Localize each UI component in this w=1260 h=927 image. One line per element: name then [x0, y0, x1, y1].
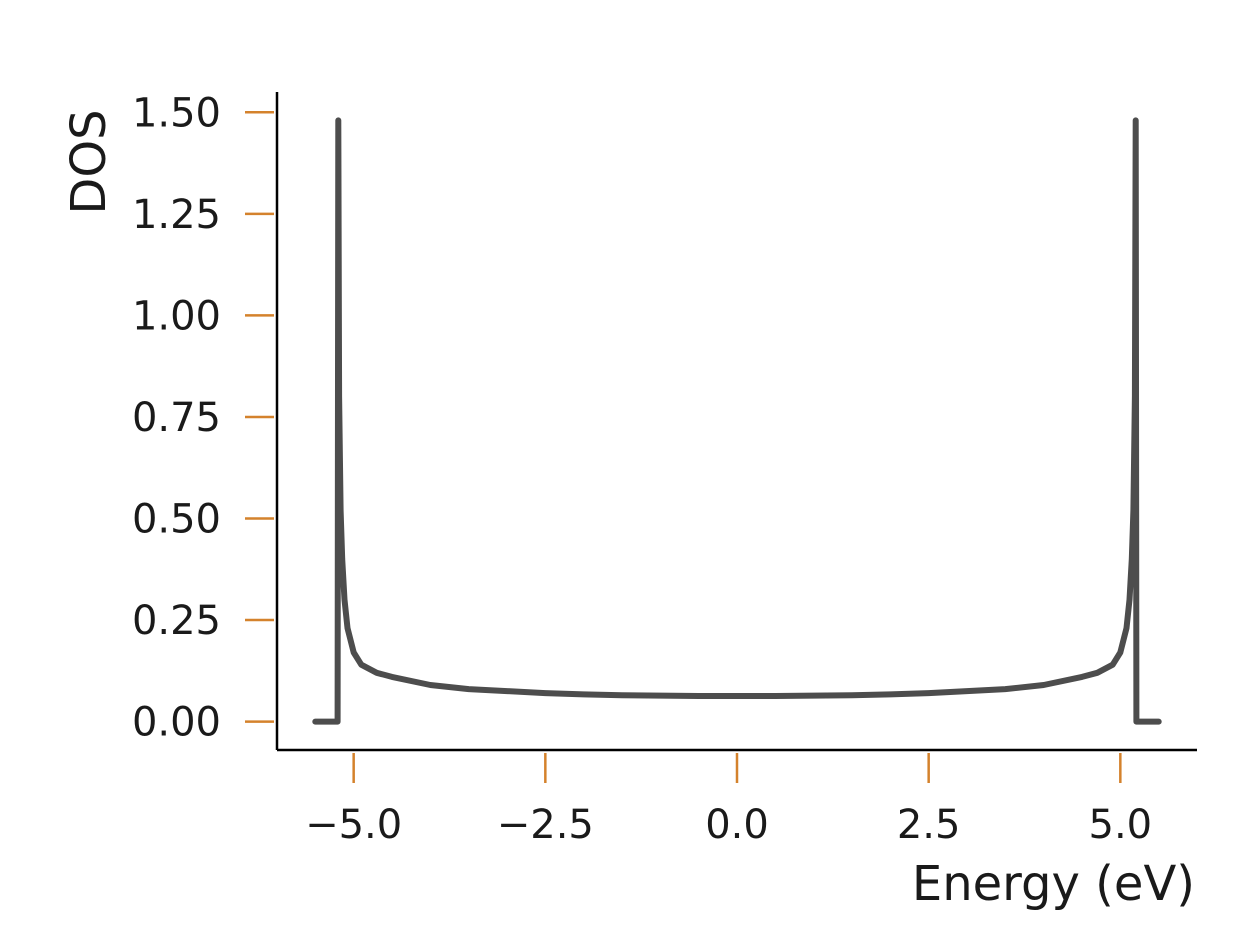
y-tick-label: 0.25: [132, 598, 221, 644]
x-axis-ticks: −5.0 −2.5 0.0 2.5 5.0: [305, 753, 1152, 848]
y-tick-label: 1.25: [132, 192, 221, 238]
y-axis-label: DOS: [61, 109, 117, 214]
y-tick-label: 0.00: [132, 700, 221, 746]
x-tick-label: 5.0: [1089, 802, 1153, 848]
y-tick-label: 0.75: [132, 395, 221, 441]
y-tick-label: 1.50: [132, 90, 221, 136]
plot-area: [312, 117, 1162, 725]
x-tick-label: 0.0: [705, 802, 769, 848]
dos-series-line: [312, 117, 1162, 725]
x-tick-label: 2.5: [897, 802, 961, 848]
y-tick-label: 0.50: [132, 496, 221, 542]
y-tick-label: 1.00: [132, 293, 221, 339]
x-axis-label: Energy (eV): [912, 856, 1195, 912]
y-axis-ticks: 0.00 0.25 0.50 0.75 1.00 1.25 1.50: [132, 90, 274, 746]
x-tick-label: −2.5: [497, 802, 594, 848]
x-tick-label: −5.0: [305, 802, 402, 848]
